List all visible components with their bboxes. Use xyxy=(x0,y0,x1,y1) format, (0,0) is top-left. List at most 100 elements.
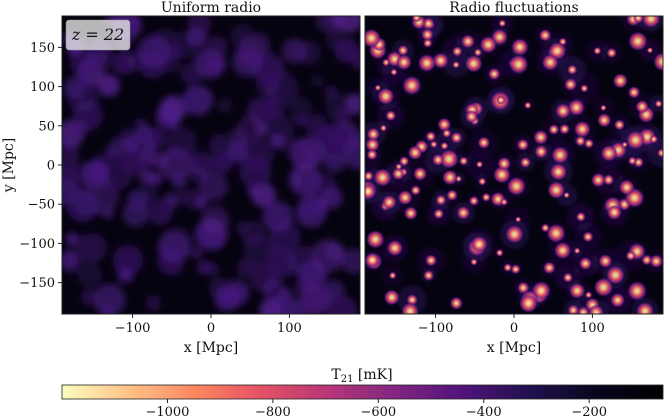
bubble-peak xyxy=(551,146,570,164)
bubble-peak xyxy=(396,54,412,71)
bubble-peak xyxy=(374,84,382,91)
bubble-peak xyxy=(366,230,385,249)
x-tick-label: 100 xyxy=(277,321,302,336)
bubble-peak xyxy=(488,67,501,81)
bubble xyxy=(259,299,282,314)
bubble xyxy=(122,136,139,153)
bubble xyxy=(205,54,226,75)
bubble-peak xyxy=(399,156,410,167)
bubble xyxy=(137,34,171,69)
bubble-peak xyxy=(593,277,614,297)
bubble-peak xyxy=(597,113,612,128)
bubble-peak xyxy=(365,171,374,182)
bubble-peak xyxy=(452,61,460,69)
bubble-peak xyxy=(500,198,508,206)
bubble-peak xyxy=(653,52,663,72)
bubble xyxy=(286,245,318,277)
bubble-peak xyxy=(390,68,398,76)
bubble-peak xyxy=(618,179,635,196)
bubble-peak xyxy=(654,99,663,108)
bubble-peak xyxy=(538,29,552,42)
bubble-peak xyxy=(585,291,593,299)
bubble-peak xyxy=(600,144,618,162)
bubble-peak xyxy=(437,117,451,132)
bubble-peak xyxy=(524,101,532,109)
bubble-peak xyxy=(452,46,463,57)
bubble xyxy=(72,188,100,216)
bubble xyxy=(100,305,114,314)
bubble xyxy=(77,263,103,288)
bubble-peak xyxy=(497,156,511,171)
bubble-peak xyxy=(478,177,487,186)
bubble xyxy=(147,200,173,226)
bubble xyxy=(65,232,80,247)
colorbar-tick-label: −600 xyxy=(360,405,396,418)
bubble xyxy=(217,97,233,113)
bubble xyxy=(230,23,254,48)
bubble xyxy=(145,295,162,312)
bubble xyxy=(120,145,150,175)
bubble-peak xyxy=(498,19,507,28)
bubble-peak xyxy=(606,47,617,59)
axes: −100 0 100 −100 0 100 −150 −100 −50 0 50 100 150 xyxy=(19,41,605,336)
bubble-peak xyxy=(562,272,573,283)
bubble xyxy=(159,147,194,182)
x-tick-label: 100 xyxy=(580,321,605,336)
bubble xyxy=(333,16,360,34)
bubble-peak xyxy=(366,149,378,161)
bubble-peak xyxy=(477,136,491,149)
bubble-peak xyxy=(516,138,529,151)
bubble-peak xyxy=(633,16,644,24)
bubble xyxy=(325,31,345,51)
bubble-peak xyxy=(567,98,585,116)
bubble xyxy=(190,246,204,260)
bubble-peak xyxy=(547,181,566,199)
bubble-peak xyxy=(610,292,626,308)
bubble-peak xyxy=(481,192,491,202)
bubble-peak xyxy=(470,235,488,253)
bubble-peak xyxy=(600,104,607,111)
bubble-peak xyxy=(397,44,409,56)
y-tick-label: −50 xyxy=(28,198,55,213)
bubble-peak xyxy=(479,35,498,54)
bubble xyxy=(277,134,295,153)
bubble-peak xyxy=(606,204,622,220)
bubble-peak xyxy=(635,100,649,114)
bubble xyxy=(240,138,275,172)
bubble-peak xyxy=(442,169,458,186)
colorbar-tick-label: −1000 xyxy=(145,405,189,418)
bubble-peak xyxy=(548,124,560,135)
bubble-peak xyxy=(468,195,479,206)
bubble-peak xyxy=(407,145,423,160)
bubble-peak xyxy=(564,78,577,91)
bubble-peak xyxy=(518,293,538,313)
bubble-peak xyxy=(381,194,397,210)
bubble-peak xyxy=(382,58,390,67)
y-axis-label: y [Mpc] xyxy=(1,138,17,193)
right-heatmap-panel xyxy=(364,15,664,315)
bubble-peak xyxy=(533,129,549,145)
bubble xyxy=(175,190,191,205)
bubble xyxy=(309,173,339,202)
bubble xyxy=(157,248,185,276)
bubble xyxy=(232,47,263,78)
bubble-peak xyxy=(386,239,404,257)
bubble-peak xyxy=(421,28,434,41)
bubble xyxy=(112,51,136,75)
bubble xyxy=(211,151,234,174)
bubble xyxy=(97,74,121,97)
bubble xyxy=(208,133,231,156)
bubble-peak xyxy=(511,38,529,56)
bubble-peak xyxy=(580,84,589,93)
bubble-peak xyxy=(621,141,628,148)
bubble xyxy=(198,171,228,201)
right-bubble-field xyxy=(365,16,663,314)
bubble-peak xyxy=(450,131,463,144)
bubble-peak xyxy=(603,174,615,186)
bubble xyxy=(281,38,307,64)
left-heatmap-panel xyxy=(61,15,361,315)
y-tick-label: −100 xyxy=(19,237,55,252)
bubble-peak xyxy=(636,301,655,314)
bubble-peak xyxy=(646,47,654,54)
y-tick-label: −150 xyxy=(19,276,55,291)
